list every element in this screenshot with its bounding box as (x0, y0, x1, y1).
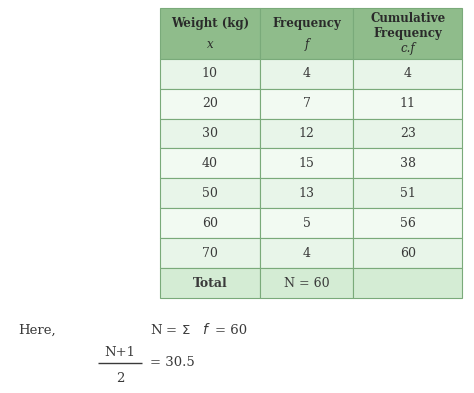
Text: 10: 10 (202, 67, 218, 80)
Bar (160, 238, 260, 268)
Text: N+1: N+1 (104, 347, 136, 360)
Bar (260, 178, 353, 208)
Text: N = $\Sigma$: N = $\Sigma$ (150, 323, 191, 337)
Bar (260, 89, 353, 119)
Text: Frequency: Frequency (272, 17, 341, 30)
Bar (353, 178, 462, 208)
Bar (160, 8, 260, 59)
Bar (160, 268, 260, 298)
Bar (260, 149, 353, 178)
Bar (353, 268, 462, 298)
Text: f: f (304, 38, 309, 51)
Text: 13: 13 (299, 187, 314, 200)
Text: 60: 60 (202, 217, 218, 230)
Text: 5: 5 (302, 217, 310, 230)
Text: x: x (207, 38, 213, 51)
Bar (353, 8, 462, 59)
Bar (353, 208, 462, 238)
Text: 23: 23 (400, 127, 416, 140)
Text: 11: 11 (400, 97, 416, 110)
Text: 51: 51 (400, 187, 416, 200)
Text: 30: 30 (202, 127, 218, 140)
Text: 60: 60 (400, 247, 416, 260)
Bar (353, 59, 462, 89)
Text: Weight (kg): Weight (kg) (171, 17, 249, 30)
Text: 4: 4 (404, 67, 411, 80)
Bar (260, 268, 353, 298)
Text: 2: 2 (116, 371, 124, 384)
Bar (160, 149, 260, 178)
Text: N = 60: N = 60 (283, 277, 329, 290)
Bar (353, 119, 462, 149)
Bar (260, 119, 353, 149)
Text: 50: 50 (202, 187, 218, 200)
Text: 7: 7 (302, 97, 310, 110)
Text: 20: 20 (202, 97, 218, 110)
Bar (260, 59, 353, 89)
Text: Frequency: Frequency (373, 27, 442, 40)
Bar (160, 59, 260, 89)
Text: Cumulative: Cumulative (370, 12, 445, 25)
Bar (260, 8, 353, 59)
Bar (160, 119, 260, 149)
Bar (260, 208, 353, 238)
Text: Total: Total (192, 277, 227, 290)
Bar (353, 89, 462, 119)
Bar (160, 208, 260, 238)
Text: 40: 40 (202, 157, 218, 170)
Text: 56: 56 (400, 217, 416, 230)
Bar (353, 149, 462, 178)
Text: = 30.5: = 30.5 (150, 356, 195, 369)
Text: $f$: $f$ (202, 323, 210, 338)
Text: 4: 4 (302, 247, 310, 260)
Bar (260, 238, 353, 268)
Bar (160, 178, 260, 208)
Text: 4: 4 (302, 67, 310, 80)
Text: c.f: c.f (400, 42, 415, 55)
Bar (160, 89, 260, 119)
Text: 38: 38 (400, 157, 416, 170)
Text: 12: 12 (299, 127, 314, 140)
Text: 15: 15 (299, 157, 314, 170)
Bar (353, 238, 462, 268)
Text: = 60: = 60 (215, 323, 247, 336)
Text: 70: 70 (202, 247, 218, 260)
Text: Here,: Here, (18, 323, 55, 336)
